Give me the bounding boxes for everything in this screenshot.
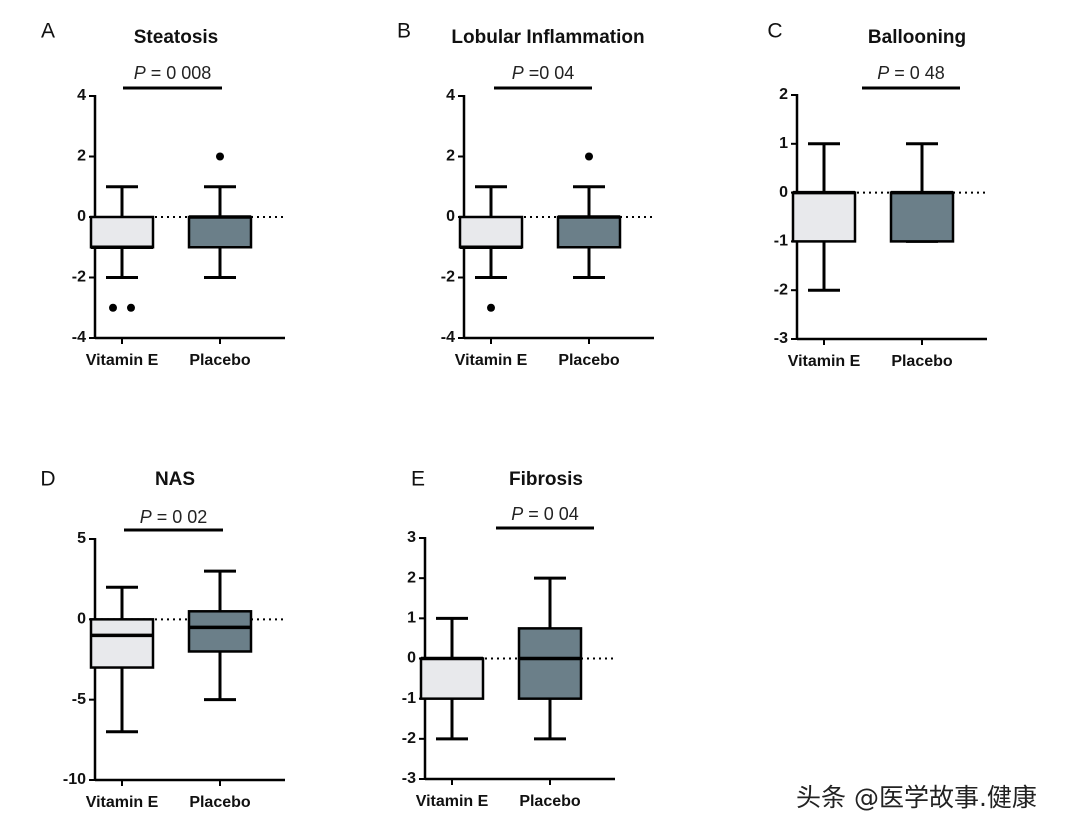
p-value-label: P =0 04 [512,63,575,83]
panel-title: NAS [155,469,195,490]
p-value-label: P = 0 008 [134,63,212,83]
outlier-point [487,303,495,312]
y-tick-label: -3 [774,330,788,347]
x-category-label: Vitamin E [416,793,489,810]
y-tick-label: 5 [77,530,86,547]
box [889,191,955,243]
box [791,191,857,243]
outlier-point [216,152,224,161]
panel-title: Steatosis [134,27,218,48]
outlier-point [127,303,135,312]
p-symbol: P [512,63,524,83]
panel-letter: A [41,20,55,43]
panel-title: Lobular Inflammation [451,27,644,48]
p-value-label: P = 0 04 [511,504,579,524]
box [187,610,253,653]
y-tick-label: 4 [446,87,455,104]
y-tick-label: 3 [407,529,416,546]
y-tick-label: 2 [779,86,788,103]
box [517,627,583,700]
y-tick-label: -1 [402,690,416,707]
y-tick-label: 0 [407,650,416,667]
y-tick-label: 0 [77,611,86,628]
p-symbol: P [140,507,152,527]
p-value-label: P = 0 48 [877,63,945,83]
y-tick-label: 1 [779,135,788,152]
y-tick-label: 2 [407,569,416,586]
y-tick-label: 1 [407,610,416,627]
p-value: = 0 48 [889,63,945,83]
p-value: = 0 04 [523,504,579,524]
x-category-label: Placebo [189,794,251,811]
x-category-label: Vitamin E [86,352,159,369]
panel-title: Ballooning [868,27,966,48]
p-symbol: P [511,504,523,524]
box [187,215,253,249]
p-value: = 0 008 [146,63,212,83]
y-tick-label: 0 [77,208,86,225]
x-category-label: Vitamin E [86,794,159,811]
y-tick-label: -5 [72,691,86,708]
panel-title: Fibrosis [509,469,583,490]
panel-letter: C [767,20,782,43]
y-tick-label: -1 [774,233,788,250]
y-tick-label: -2 [441,269,455,286]
x-category-label: Placebo [891,353,953,370]
p-value: = 0 02 [152,507,208,527]
y-tick-label: 2 [77,148,86,165]
outlier-point [109,303,117,312]
y-tick-label: -4 [72,329,86,346]
y-tick-label: -3 [402,770,416,787]
y-tick-label: 2 [446,148,455,165]
box [419,657,485,700]
y-tick-label: -10 [63,771,86,788]
outlier-point [585,152,593,161]
y-tick-label: 0 [446,208,455,225]
y-tick-label: 4 [77,87,86,104]
x-category-label: Vitamin E [455,352,528,369]
p-symbol: P [877,63,889,83]
y-tick-label: 0 [779,184,788,201]
x-category-label: Placebo [189,352,251,369]
p-value: =0 04 [524,63,575,83]
y-tick-label: -2 [72,269,86,286]
y-tick-label: -2 [402,730,416,747]
panel-letter: D [40,468,55,491]
box [556,215,622,249]
box [458,215,524,249]
x-category-label: Placebo [558,352,620,369]
y-tick-label: -2 [774,281,788,298]
box [89,618,155,669]
x-category-label: Placebo [519,793,581,810]
watermark: 头条 @医学故事.健康 [796,783,1037,812]
y-tick-label: -4 [441,329,455,346]
p-value-label: P = 0 02 [140,507,208,527]
x-category-label: Vitamin E [788,353,861,370]
box [89,215,155,249]
p-symbol: P [134,63,146,83]
panel-letter: B [397,20,411,43]
panel-letter: E [411,468,425,491]
